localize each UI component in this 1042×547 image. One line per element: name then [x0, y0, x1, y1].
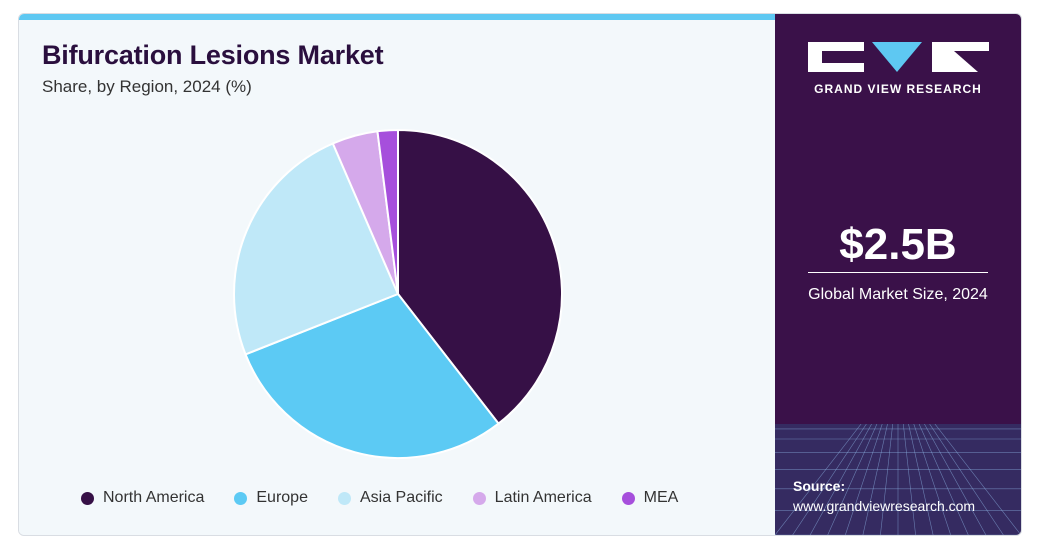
- pie-chart: [233, 128, 563, 459]
- legend-label: Europe: [256, 489, 308, 506]
- brand-name: GRAND VIEW RESEARCH: [814, 82, 982, 96]
- pie-slice-mea: [376, 128, 399, 295]
- legend-item: Europe: [234, 489, 308, 507]
- chart-panel: Bifurcation Lesions Market Share, by Reg…: [19, 14, 775, 535]
- legend-swatch: [234, 491, 248, 505]
- pie-slice-asia-pacific: [233, 142, 400, 356]
- gvr-logo-icon: [808, 42, 989, 72]
- market-size-value: $2.5B: [839, 220, 957, 269]
- legend-label: Asia Pacific: [359, 489, 443, 506]
- legend-swatch: [81, 491, 94, 505]
- legend-swatch: [472, 491, 486, 505]
- info-sidebar: GRAND VIEW RESEARCH $2.5B Global Market …: [775, 14, 1021, 535]
- accent-bar: [19, 14, 775, 20]
- chart-subtitle: Share, by Region, 2024 (%): [42, 77, 252, 96]
- divider: [808, 272, 988, 273]
- legend-item: MEA: [621, 489, 679, 507]
- legend-label: Latin America: [494, 489, 592, 506]
- decorative-grid: [775, 424, 1021, 535]
- legend-swatch: [621, 491, 635, 505]
- legend-item: North America: [81, 489, 204, 507]
- source-url: www.grandviewresearch.com: [793, 498, 976, 514]
- chart-title: Bifurcation Lesions Market: [42, 40, 384, 70]
- legend-item: Asia Pacific: [337, 489, 443, 507]
- chart-card: Bifurcation Lesions Market Share, by Reg…: [18, 13, 1022, 536]
- chart-legend: North America Europe Asia Pacific Latin Ame…: [81, 486, 708, 510]
- legend-swatch: [337, 491, 351, 505]
- pie-slice-north-america: [397, 128, 563, 425]
- market-size-caption: Global Market Size, 2024: [808, 286, 988, 303]
- legend-label: MEA: [643, 489, 679, 506]
- source-label: Source:: [793, 478, 846, 494]
- pie-slice-europe: [244, 292, 500, 459]
- legend-label: North America: [103, 489, 205, 506]
- legend-item: Latin America: [472, 489, 592, 507]
